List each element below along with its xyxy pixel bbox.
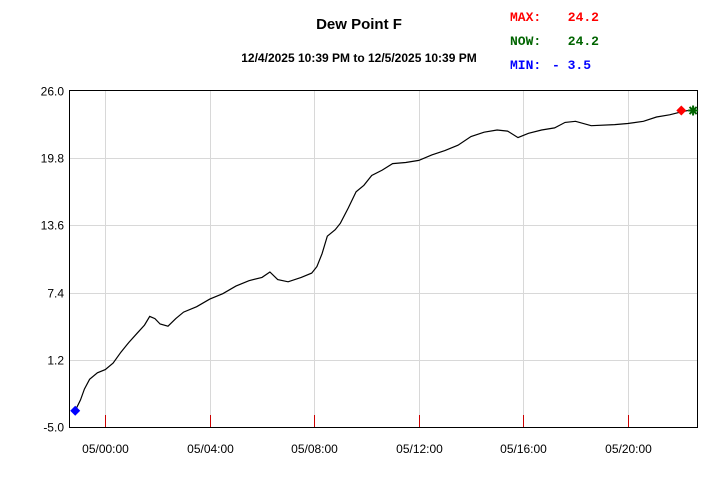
markers [70,105,699,416]
star-ray [688,106,698,115]
stat-min-label: MIN: [510,58,541,73]
stat-min-value: - 3.5 [552,58,591,73]
stat-now-label: NOW: [510,34,541,49]
y-tick-label: 1.2 [47,354,64,368]
chart-subtitle: 12/4/2025 10:39 PM to 12/5/2025 10:39 PM [241,51,476,65]
grid [70,91,697,427]
plot-frame [69,90,698,428]
x-tick-label: 05/04:00 [187,442,234,456]
min-marker [70,405,81,416]
x-tick-label: 05/12:00 [396,442,443,456]
stat-max-label: MAX: [510,10,541,25]
x-tick-label: 05/20:00 [605,442,652,456]
chart-title: Dew Point F [316,16,402,33]
y-tick-label: -5.0 [43,421,64,435]
stats-panel: MAX: 24.2 NOW: 24.2 MIN: - 3.5 [510,10,599,73]
x-tick-label: 05/00:00 [82,442,129,456]
series-line [74,109,689,411]
y-tick-label: 13.6 [41,219,65,233]
y-tick-label: 19.8 [41,152,65,166]
stat-max-value: 24.2 [568,10,599,25]
y-tick-label: 26.0 [41,85,65,99]
axis-ticks: 26.0 19.8 13.6 7.4 1.2 -5.0 05/00:00 05/04:00 05… [41,85,653,457]
now-marker [688,105,699,116]
y-tick-label: 7.4 [47,287,64,301]
max-marker [676,105,687,116]
x-tick-label: 05/16:00 [500,442,547,456]
x-tick-label: 05/08:00 [291,442,338,456]
stat-now-value: 24.2 [568,34,599,49]
